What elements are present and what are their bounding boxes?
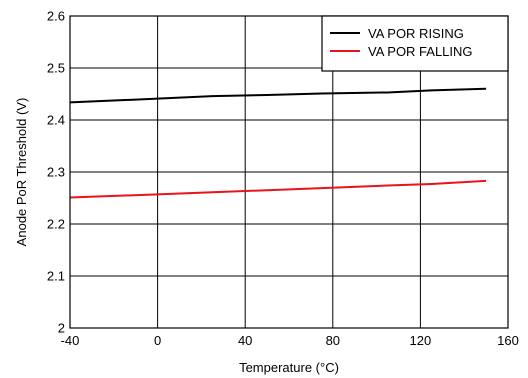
x-axis-title: Temperature (°C) [239, 360, 339, 375]
x-tick-label: 80 [326, 333, 340, 348]
y-axis-title: Anode PoR Threshold (V) [14, 98, 29, 247]
plot-frame [69, 15, 509, 329]
series-line-va-por-falling [69, 179, 487, 199]
legend-box [321, 15, 509, 72]
y-tick-label: 2.3 [47, 165, 65, 180]
legend-label-falling: VA POR FALLING [368, 44, 473, 59]
series-layer [69, 87, 487, 199]
legend: VA POR RISING VA POR FALLING [321, 15, 509, 72]
x-tick-label: 160 [497, 333, 519, 348]
tick-labels: -40 0 40 80 120 160 2 2.1 2.2 2.3 2.4 2.5 2.6 [47, 9, 519, 349]
y-tick-label: 2.2 [47, 217, 65, 232]
series-line-va-por-rising [69, 87, 487, 104]
x-tick-label: 40 [238, 333, 252, 348]
y-tick-label: 2 [58, 321, 65, 336]
y-tick-label: 2.6 [47, 9, 65, 24]
legend-label-rising: VA POR RISING [368, 26, 464, 41]
x-tick-label: 120 [410, 333, 432, 348]
y-tick-label: 2.5 [47, 61, 65, 76]
y-tick-label: 2.1 [47, 269, 65, 284]
grid [69, 15, 509, 329]
x-tick-label: -40 [61, 333, 80, 348]
x-tick-label: 0 [154, 333, 161, 348]
y-tick-label: 2.4 [47, 113, 65, 128]
